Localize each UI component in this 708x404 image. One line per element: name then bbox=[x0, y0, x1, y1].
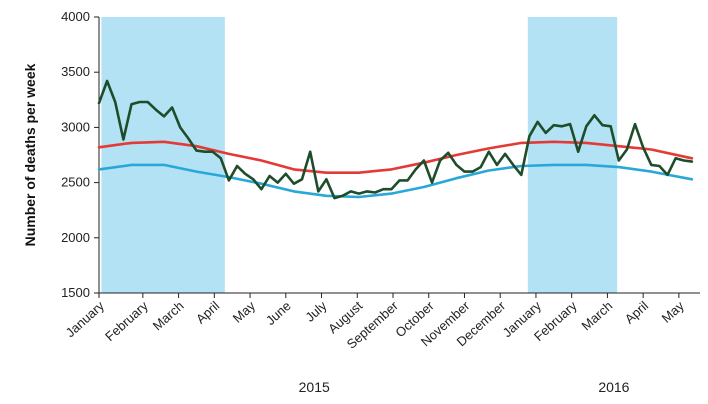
y-tick-label-3500: 3500 bbox=[61, 64, 90, 79]
y-tick-label-3000: 3000 bbox=[61, 119, 90, 134]
axes bbox=[94, 16, 700, 298]
series-lines bbox=[97, 79, 694, 200]
x-tick-label-5: June bbox=[263, 298, 294, 328]
x-tick-label-16: May bbox=[659, 298, 688, 326]
y-tick-label-4000: 4000 bbox=[61, 9, 90, 24]
x-tick-label-2: March bbox=[150, 298, 187, 333]
x-tick-label-14: March bbox=[579, 298, 616, 333]
y-axis-title: Number of deaths per week bbox=[22, 63, 38, 246]
x-tick-label-6: July bbox=[302, 298, 330, 325]
y-tick-label-2500: 2500 bbox=[61, 175, 90, 190]
shaded-periods bbox=[101, 17, 618, 293]
y-tick-label-2000: 2000 bbox=[61, 230, 90, 245]
x-tick-label-3: April bbox=[193, 298, 222, 327]
shaded-region-1 bbox=[527, 17, 618, 293]
year-label-2015: 2015 bbox=[299, 379, 330, 395]
y-tick-label-1500: 1500 bbox=[61, 285, 90, 300]
x-tick-label-0: January bbox=[63, 298, 108, 340]
upper-threshold-line bbox=[97, 140, 694, 174]
x-tick-label-1: February bbox=[102, 298, 151, 344]
observed-deaths-line bbox=[97, 79, 694, 200]
baseline-line bbox=[97, 163, 694, 199]
x-tick-label-15: April bbox=[622, 298, 651, 327]
shaded-region-0 bbox=[101, 17, 225, 293]
x-tick-label-4: May bbox=[230, 298, 259, 326]
year-label-2016: 2016 bbox=[598, 379, 629, 395]
